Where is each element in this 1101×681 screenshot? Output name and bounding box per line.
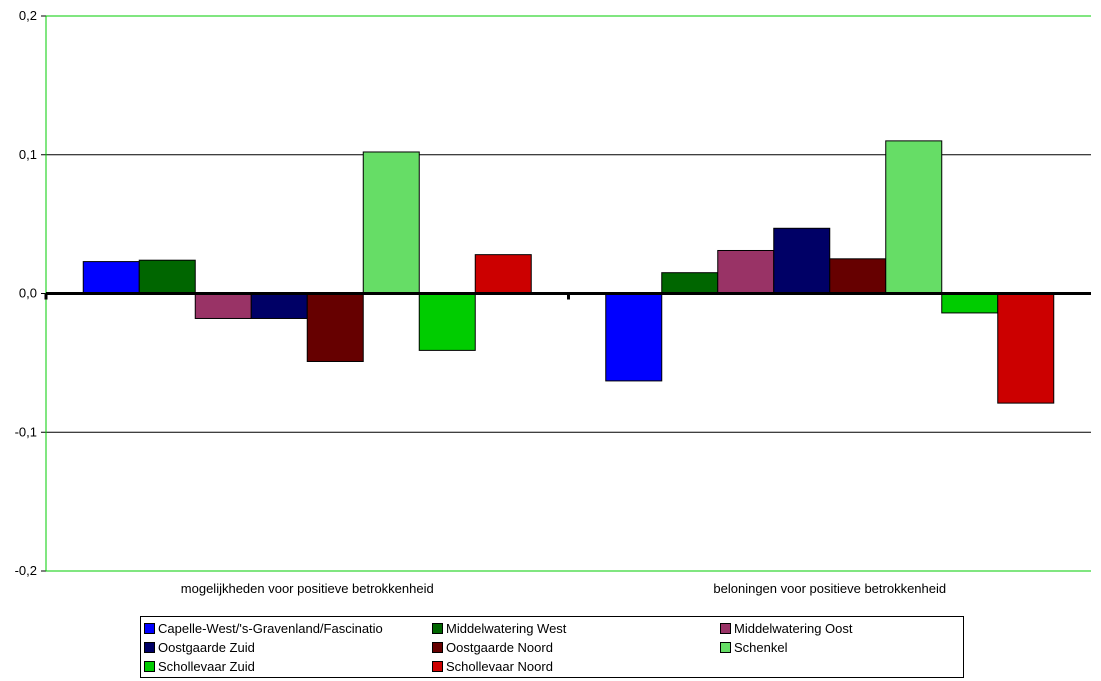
bar [997, 293, 1055, 404]
legend-item: Schollevaar Zuid [144, 657, 432, 676]
bar [941, 293, 999, 314]
legend-item: Oostgaarde Noord [432, 638, 720, 657]
y-tick-label: -0,2 [15, 563, 37, 578]
legend-label: Schenkel [734, 640, 788, 655]
legend-swatch [144, 642, 155, 653]
y-tick-labels: 0,2 0,1 0,0 -0,1 -0,2 [15, 8, 37, 578]
legend-swatch [432, 661, 443, 672]
bar [773, 227, 831, 295]
legend-label: Oostgaarde Noord [446, 640, 553, 655]
bar [138, 259, 196, 295]
legend: Capelle-West/'s-Gravenland/Fascinatio Mid… [140, 616, 964, 678]
legend-label: Capelle-West/'s-Gravenland/Fascinatio [158, 621, 383, 636]
bar [82, 261, 140, 294]
legend-swatch [432, 623, 443, 634]
category-label: mogelijkheden voor positieve betrokkenhe… [181, 581, 434, 596]
bars [82, 140, 1055, 404]
y-tick-label: 0,1 [19, 147, 37, 162]
bar [194, 293, 252, 319]
category-label: beloningen voor positieve betrokkenheid [713, 581, 946, 596]
legend-item: Oostgaarde Zuid [144, 638, 432, 657]
legend-item: Middelwatering Oost [720, 619, 960, 638]
y-tick-label: 0,2 [19, 8, 37, 23]
legend-swatch [720, 642, 731, 653]
legend-label: Middelwatering West [446, 621, 567, 636]
legend-label: Schollevaar Noord [446, 659, 553, 674]
bar [306, 293, 364, 362]
bar [885, 140, 943, 294]
y-tick-label: 0,0 [19, 286, 37, 301]
legend-label: Middelwatering Oost [734, 621, 853, 636]
legend-item: Schollevaar Noord [432, 657, 720, 676]
legend-item: Capelle-West/'s-Gravenland/Fascinatio [144, 619, 432, 638]
legend-swatch [144, 623, 155, 634]
bar [717, 249, 775, 295]
legend-swatch [720, 623, 731, 634]
y-tick-label: -0,1 [15, 424, 37, 439]
bar [661, 272, 719, 294]
bar-chart: 0,2 0,1 0,0 -0,1 -0,2 mogelijkheden voor pos… [15, 8, 1091, 596]
bar [605, 293, 663, 382]
bar [418, 293, 476, 351]
legend-label: Schollevaar Zuid [158, 659, 255, 674]
legend-swatch [432, 642, 443, 653]
bar [250, 293, 308, 319]
bar [362, 151, 420, 294]
bar [474, 254, 532, 294]
axes [41, 15, 1091, 572]
bar [829, 258, 887, 294]
legend-swatch [144, 661, 155, 672]
legend-item: Middelwatering West [432, 619, 720, 638]
category-labels: mogelijkheden voor positieve betrokkenhe… [181, 581, 946, 596]
legend-label: Oostgaarde Zuid [158, 640, 255, 655]
legend-item: Schenkel [720, 638, 960, 657]
